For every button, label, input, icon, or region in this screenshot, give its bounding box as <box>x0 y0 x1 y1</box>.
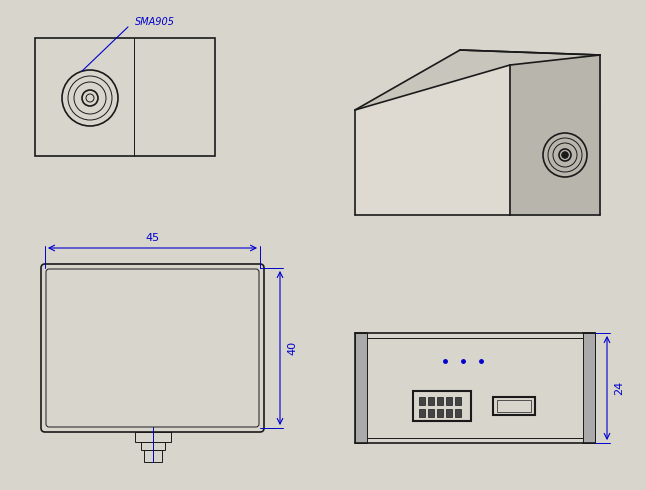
Bar <box>446 397 452 405</box>
FancyBboxPatch shape <box>41 264 264 432</box>
Bar <box>35 38 215 156</box>
Bar <box>437 397 443 405</box>
Bar <box>437 409 443 417</box>
Text: 40: 40 <box>287 341 297 355</box>
Bar <box>365 338 585 438</box>
Bar <box>413 391 471 421</box>
Text: 45: 45 <box>145 233 160 243</box>
Bar <box>428 409 434 417</box>
Bar <box>446 409 452 417</box>
Bar <box>140 442 165 450</box>
Bar <box>497 400 531 412</box>
FancyBboxPatch shape <box>46 269 259 427</box>
Bar <box>419 397 425 405</box>
Bar <box>134 432 171 442</box>
Polygon shape <box>355 50 600 110</box>
Bar <box>355 333 367 443</box>
Text: 24: 24 <box>614 381 624 395</box>
Bar <box>455 397 461 405</box>
Polygon shape <box>355 65 510 215</box>
Polygon shape <box>510 55 600 215</box>
Bar <box>428 397 434 405</box>
Bar <box>583 333 595 443</box>
Bar <box>493 397 535 415</box>
Bar <box>143 450 162 462</box>
Bar <box>355 333 595 443</box>
Bar <box>455 409 461 417</box>
Circle shape <box>562 152 568 158</box>
Text: SMA905: SMA905 <box>135 17 175 27</box>
Bar <box>419 409 425 417</box>
